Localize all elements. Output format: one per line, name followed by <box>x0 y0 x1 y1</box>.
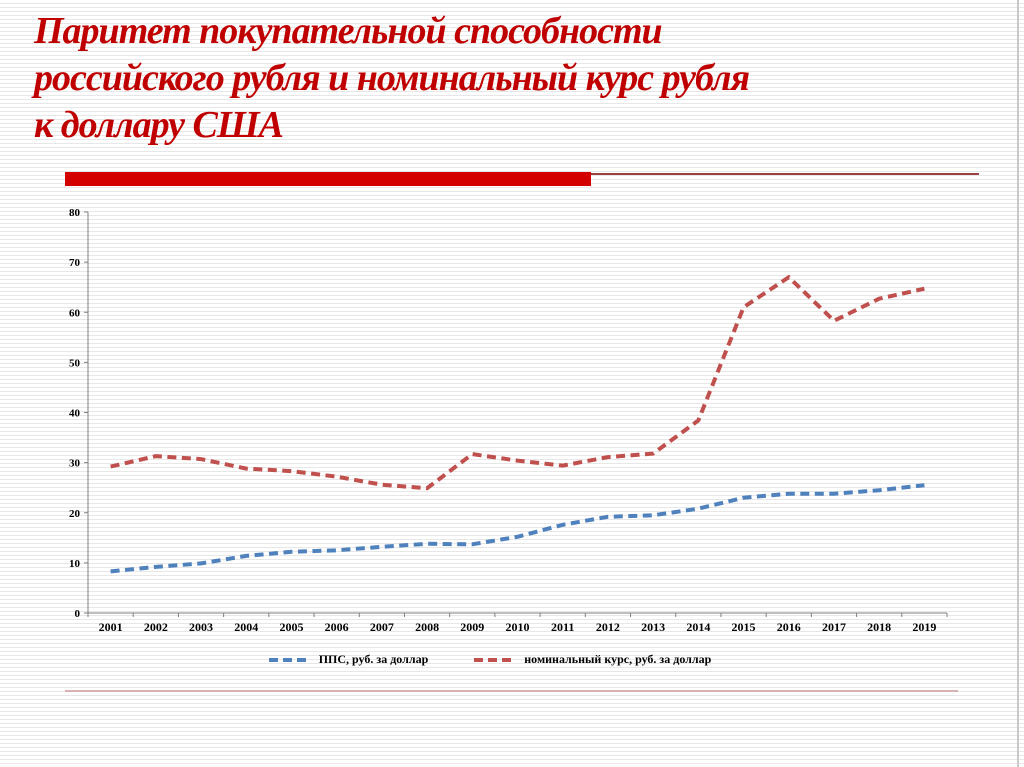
x-axis-label: 2007 <box>370 620 394 634</box>
x-axis-label: 2014 <box>686 620 710 634</box>
x-axis-label: 2017 <box>822 620 846 634</box>
x-axis-label: 2015 <box>732 620 756 634</box>
y-axis-label: 40 <box>69 408 81 420</box>
x-axis-label: 2012 <box>596 620 620 634</box>
y-axis-label: 0 <box>75 608 81 620</box>
series-line <box>110 274 925 491</box>
line-chart-canvas: 0 10 20 30 40 50 60 70 80 2001 2002 2003 2004 2005 200… <box>69 207 948 634</box>
x-axis-label: 2003 <box>189 620 213 634</box>
x-axis-label: 2018 <box>867 620 891 634</box>
legend-item: номинальный курс, руб. за доллар <box>474 652 711 667</box>
slide-title-line-3: к доллару США <box>34 104 284 147</box>
legend-label: номинальный курс, руб. за доллар <box>524 652 712 666</box>
legend-dash-swatch <box>474 657 515 662</box>
y-axis-label: 70 <box>69 257 81 269</box>
x-axis-label: 2011 <box>551 620 574 634</box>
x-axis-label: 2001 <box>99 620 123 634</box>
x-axis-label: 2019 <box>912 620 936 634</box>
legend-item: ППС, руб. за доллар <box>268 652 429 667</box>
y-axis-label: 50 <box>69 357 81 369</box>
legend-label: ППС, руб. за доллар <box>318 652 429 666</box>
slide-title: Паритет покупательной способности россий… <box>34 8 984 149</box>
title-divider-line <box>591 173 979 175</box>
x-axis-label: 2004 <box>234 620 258 634</box>
slide-title-line-1: Паритет покупательной способности <box>34 10 663 52</box>
chart-legend: ППС, руб. за доллар номинальный курс, руб… <box>60 652 920 667</box>
slide-title-line-2: российского рубля и номинальный курс руб… <box>34 57 750 100</box>
x-axis-label: 2009 <box>460 620 484 634</box>
title-divider-bar <box>65 172 591 186</box>
y-axis-label: 10 <box>69 558 81 570</box>
x-axis-label: 2013 <box>641 620 665 634</box>
x-axis-label: 2002 <box>144 620 168 634</box>
y-axis-label: 60 <box>69 307 81 319</box>
y-axis-label: 30 <box>69 458 81 470</box>
x-axis-label: 2006 <box>325 620 349 634</box>
x-axis-label: 2010 <box>506 620 530 634</box>
x-axis-label: 2008 <box>415 620 439 634</box>
x-axis-label: 2005 <box>279 620 303 634</box>
legend-dash-swatch <box>268 657 309 662</box>
footer-divider-line <box>65 690 958 692</box>
y-axis-label: 20 <box>69 508 81 520</box>
series-line <box>110 483 925 574</box>
exchange-rate-chart: 0 10 20 30 40 50 60 70 80 2001 2002 2003 2004 2005 200… <box>60 198 960 667</box>
slide-right-edge <box>1017 0 1019 767</box>
y-axis-label: 80 <box>69 207 81 219</box>
x-axis-label: 2016 <box>777 620 801 634</box>
